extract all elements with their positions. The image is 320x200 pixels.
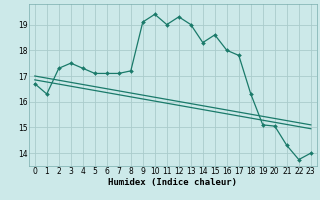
X-axis label: Humidex (Indice chaleur): Humidex (Indice chaleur) (108, 178, 237, 187)
